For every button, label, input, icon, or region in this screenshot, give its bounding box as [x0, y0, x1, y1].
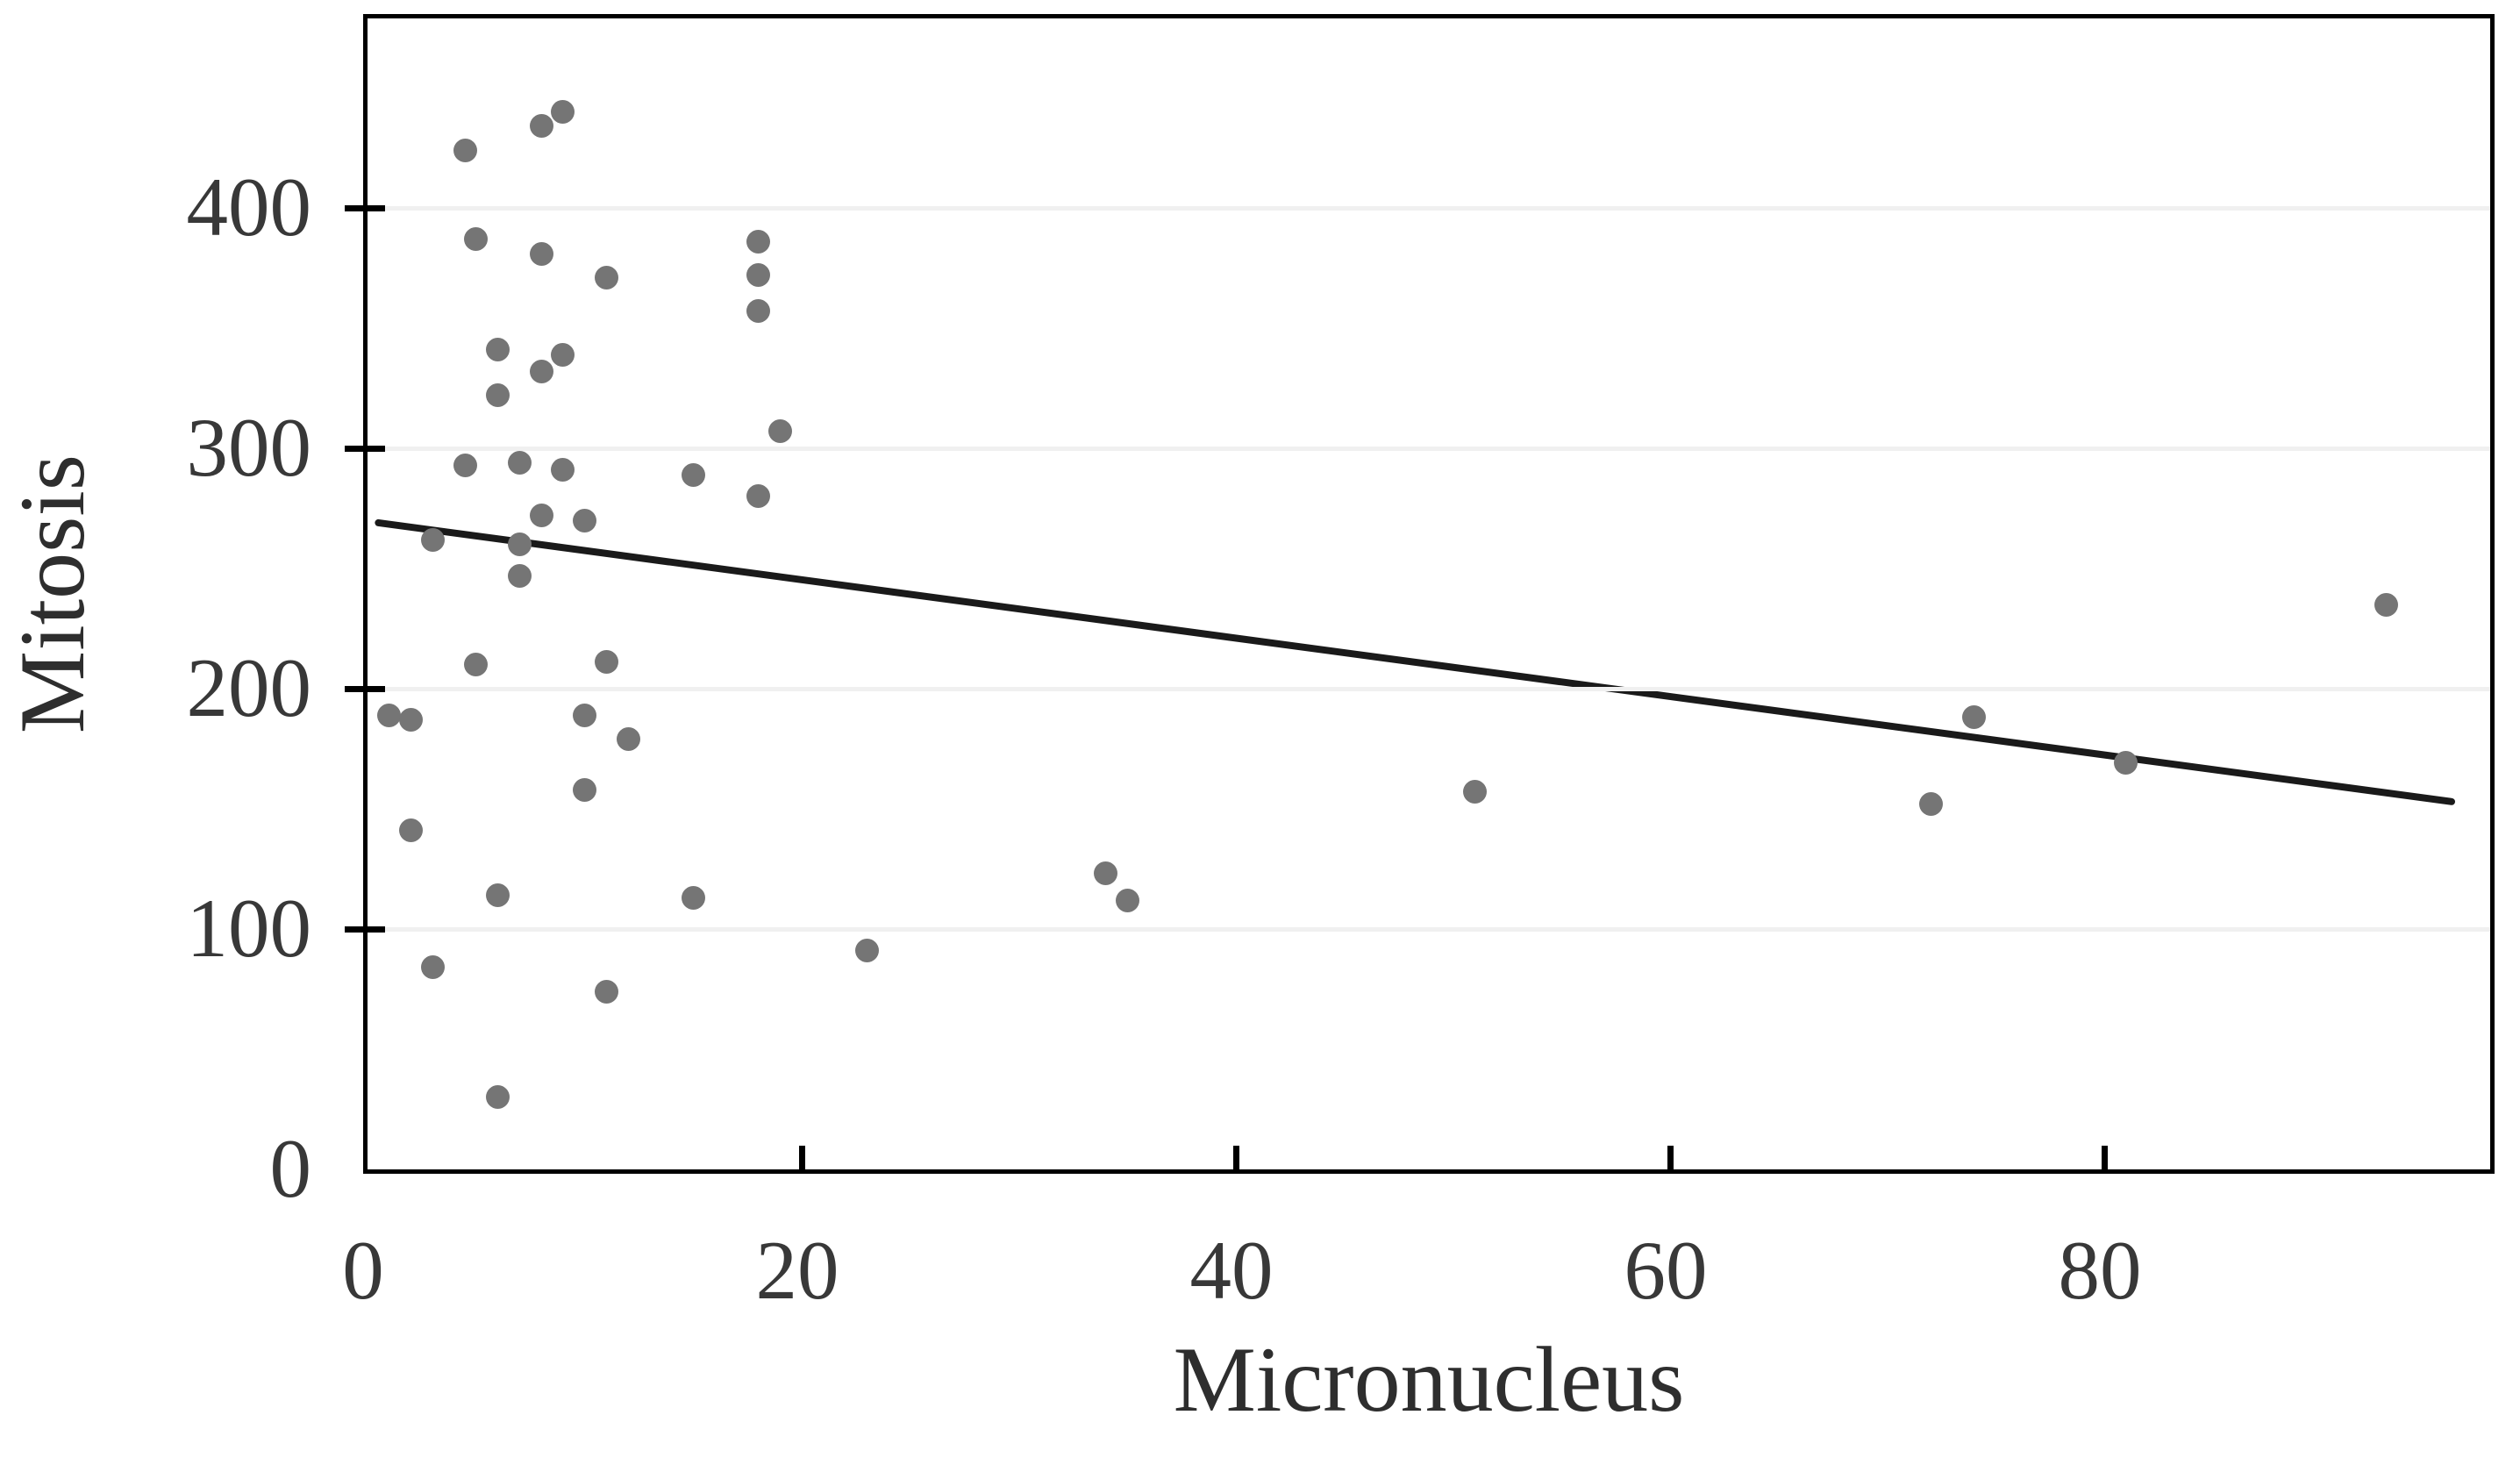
gridline-y-400 [368, 205, 2490, 211]
x-tick-label-40: 40 [1189, 1224, 1274, 1317]
gridline-y-100 [368, 926, 2490, 932]
data-point [2374, 592, 2399, 617]
data-point [594, 650, 618, 675]
data-point [1115, 888, 1139, 912]
data-point [681, 885, 705, 910]
y-tick-label-300: 300 [186, 401, 312, 494]
data-point [486, 338, 510, 362]
data-point [420, 527, 445, 552]
data-point [746, 484, 770, 509]
x-tick-40 [1232, 1146, 1239, 1169]
trendline-layer [375, 518, 2455, 805]
plot-area [345, 14, 2495, 1174]
x-tick-80 [2101, 1146, 2108, 1169]
data-point [551, 99, 575, 124]
data-point [1094, 861, 1117, 886]
x-tick-label-0: 0 [342, 1224, 384, 1317]
data-point [573, 508, 596, 532]
data-point [767, 419, 792, 444]
data-point [2114, 751, 2138, 775]
plot-inner [345, 18, 2490, 1169]
data-point [486, 883, 510, 908]
data-point [529, 504, 553, 528]
y-tick-label-200: 200 [186, 641, 312, 734]
data-point [551, 342, 575, 367]
data-point [377, 703, 402, 727]
x-tick-label-20: 20 [755, 1224, 839, 1317]
data-point [1918, 792, 1943, 817]
data-point [420, 955, 445, 980]
data-point [551, 458, 575, 482]
y-tick-200 [345, 685, 385, 692]
data-point [594, 979, 618, 1004]
x-tick-60 [1667, 1146, 1674, 1169]
data-point [507, 450, 532, 475]
data-point [486, 383, 510, 408]
data-point [573, 703, 596, 727]
x-tick-20 [798, 1146, 805, 1169]
y-tick-label-400: 400 [186, 161, 312, 254]
y-tick-400 [345, 204, 385, 211]
data-point [464, 653, 489, 677]
data-point [399, 818, 423, 843]
x-tick-label-80: 80 [2058, 1224, 2142, 1317]
y-axis-title: Mitosis [1, 454, 104, 734]
trendline [375, 518, 2455, 805]
data-point [529, 241, 553, 266]
data-point [453, 453, 477, 477]
y-tick-label-100: 100 [186, 882, 312, 975]
data-point [746, 229, 770, 254]
data-point [464, 227, 489, 252]
data-point [529, 114, 553, 139]
data-point [681, 462, 705, 487]
data-point [616, 727, 640, 752]
data-point [399, 708, 423, 733]
data-point [453, 138, 477, 162]
gridline-y-200 [368, 686, 2490, 691]
data-point [594, 265, 618, 289]
data-point [573, 777, 596, 802]
y-tick-100 [345, 926, 385, 933]
data-point [507, 532, 532, 557]
data-point [507, 563, 532, 588]
data-point [854, 939, 879, 963]
data-point [1962, 705, 1986, 730]
x-axis-title: Micronucleus [1173, 1328, 1685, 1431]
data-point [529, 359, 553, 383]
data-point [746, 299, 770, 324]
gridline-y-300 [368, 446, 2490, 451]
data-point [746, 263, 770, 288]
y-tick-300 [345, 445, 385, 452]
data-point [1462, 780, 1487, 804]
data-point [486, 1085, 510, 1110]
y-tick-label-0: 0 [269, 1122, 312, 1215]
x-tick-label-60: 60 [1624, 1224, 1708, 1317]
